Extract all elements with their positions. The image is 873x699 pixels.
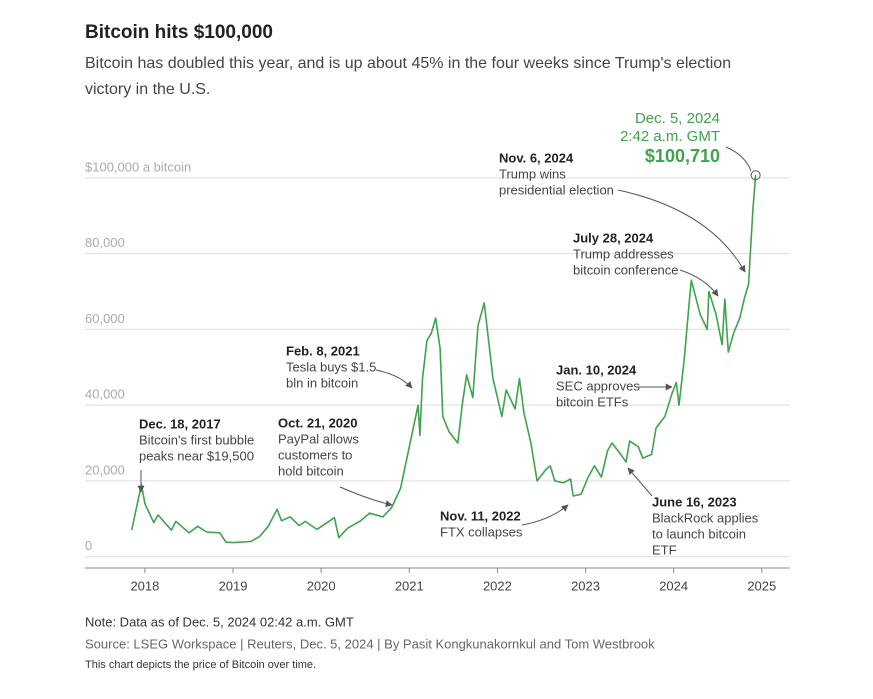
annotation-text: SEC approves xyxy=(556,378,640,393)
annotation-text: ETF xyxy=(652,542,677,557)
annotation-arrow xyxy=(375,369,413,389)
x-tick-label: 2022 xyxy=(483,578,512,593)
annotation-text: presidential election xyxy=(499,182,614,197)
latest-value: $100,710 xyxy=(645,146,720,166)
annotation-text: peaks near $19,500 xyxy=(139,448,254,463)
annotation-date: Feb. 8, 2021 xyxy=(286,343,360,358)
annotation-text: Bitcoin's first bubble xyxy=(139,432,254,447)
y-tick-label: 20,000 xyxy=(85,462,125,477)
annotation-text: bitcoin conference xyxy=(573,262,679,277)
annotation-date: Jan. 10, 2024 xyxy=(556,362,637,377)
annotation-arrow xyxy=(679,269,719,297)
x-tick-label: 2021 xyxy=(395,578,424,593)
annotation-arrow xyxy=(339,486,393,508)
annotation-text: hold bitcoin xyxy=(278,463,344,478)
annotation-text: bln in bitcoin xyxy=(286,375,358,390)
latest-point xyxy=(750,170,761,181)
annotation-text: Tesla buys $1.5 xyxy=(286,359,376,374)
annotation-text: Trump wins xyxy=(499,166,566,181)
description: This chart depicts the price of Bitcoin … xyxy=(85,659,316,671)
x-tick-label: 2020 xyxy=(307,578,336,593)
subtitle: victory in the U.S. xyxy=(85,81,210,98)
annotation-date: Nov. 6, 2024 xyxy=(499,150,574,165)
x-tick-label: 2023 xyxy=(571,578,600,593)
y-tick-label: $100,000 a bitcoin xyxy=(85,159,191,174)
annotation-text: BlackRock applies xyxy=(652,510,759,525)
annotation-date: Nov. 11, 2022 xyxy=(440,508,521,523)
annotation-text: Trump addresses xyxy=(573,246,674,261)
source: Source: LSEG Workspace | Reuters, Dec. 5… xyxy=(85,636,655,651)
latest-date: Dec. 5, 2024 xyxy=(635,110,720,127)
x-tick-label: 2018 xyxy=(130,578,159,593)
annotation-date: Dec. 18, 2017 xyxy=(139,416,221,431)
chart-title: Bitcoin hits $100,000 xyxy=(85,22,273,43)
price-line xyxy=(130,175,757,544)
latest-date: 2:42 a.m. GMT xyxy=(620,128,720,145)
x-tick-label: 2024 xyxy=(659,578,688,593)
note: Note: Data as of Dec. 5, 2024 02:42 a.m.… xyxy=(85,614,354,629)
x-tick-label: 2019 xyxy=(219,578,248,593)
annotation-arrow xyxy=(521,504,569,526)
annotation-text: bitcoin ETFs xyxy=(556,394,629,409)
annotation-arrow xyxy=(617,189,746,273)
annotation-date: Oct. 21, 2020 xyxy=(278,415,358,430)
y-tick-label: 40,000 xyxy=(85,387,125,402)
annotation-arrow xyxy=(627,467,653,497)
annotation-text: PayPal allows xyxy=(278,431,359,446)
subtitle: Bitcoin has doubled this year, and is up… xyxy=(85,55,731,72)
annotation-text: customers to xyxy=(278,447,352,462)
y-tick-label: 0 xyxy=(85,538,92,553)
latest-arrow xyxy=(725,146,752,172)
annotation-date: July 28, 2024 xyxy=(573,230,654,245)
annotation-text: to launch bitcoin xyxy=(652,526,746,541)
y-tick-label: 80,000 xyxy=(85,235,125,250)
y-tick-label: 60,000 xyxy=(85,311,125,326)
annotation-date: June 16, 2023 xyxy=(652,494,737,509)
x-tick-label: 2025 xyxy=(747,578,776,593)
annotation-text: FTX collapses xyxy=(440,524,523,539)
